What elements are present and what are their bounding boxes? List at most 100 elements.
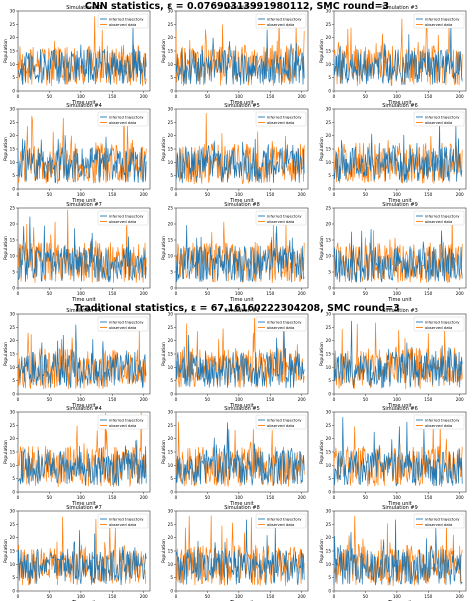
legend-box <box>255 513 307 529</box>
y-tick-label: 25 <box>326 120 332 125</box>
y-tick-label: 15 <box>10 147 16 152</box>
subplot-title: Simulation #5 <box>224 406 260 412</box>
legend-entry: observed data <box>109 219 136 224</box>
legend-entry: observed data <box>267 22 294 27</box>
x-tick-label: 150 <box>424 192 432 197</box>
legend-box <box>413 316 465 332</box>
x-tick-label: 200 <box>140 94 148 99</box>
subplot-title: Simulation #4 <box>66 103 102 109</box>
x-tick-label: 0 <box>333 397 336 402</box>
observed-series-line <box>333 136 463 184</box>
section-title: Traditional statistics, ε = 67.161602223… <box>74 303 400 314</box>
x-tick-label: 200 <box>456 94 464 99</box>
y-tick-label: 15 <box>10 549 16 554</box>
y-tick-label: 0 <box>170 392 173 397</box>
subplot-title: Simulation #2 <box>224 308 260 314</box>
x-tick-label: 100 <box>393 192 401 197</box>
legend-entry: inferred trajectory <box>109 16 144 21</box>
x-tick-label: 200 <box>298 594 306 599</box>
y-tick-label: 15 <box>168 450 174 455</box>
y-tick-label: 5 <box>328 378 331 383</box>
y-tick-label: 5 <box>12 575 15 580</box>
legend-entry: observed data <box>109 522 136 527</box>
y-tick-label: 30 <box>168 9 174 14</box>
x-tick-label: 100 <box>393 397 401 402</box>
y-axis-label: Population <box>161 342 167 366</box>
y-tick-label: 15 <box>10 49 16 54</box>
subplot: Simulation #2 0 50 100 150 200 0 5 10 15 20 25 30 Tim… <box>161 308 309 409</box>
x-tick-label: 0 <box>17 192 20 197</box>
legend-entry: observed data <box>109 325 136 330</box>
y-tick-label: 15 <box>10 450 16 455</box>
y-tick-label: 20 <box>168 338 174 343</box>
y-tick-label: 20 <box>168 535 174 540</box>
y-tick-label: 0 <box>12 187 15 192</box>
inferred-series-line <box>17 439 147 487</box>
x-tick-label: 50 <box>363 291 369 296</box>
subplot-title: Simulation #5 <box>224 103 260 109</box>
subplot-title: Simulation #1 <box>66 5 102 11</box>
inferred-series-line <box>175 331 305 389</box>
y-tick-label: 30 <box>326 312 332 317</box>
x-tick-label: 150 <box>108 495 116 500</box>
x-tick-label: 0 <box>175 594 178 599</box>
x-tick-label: 150 <box>108 192 116 197</box>
y-tick-label: 30 <box>168 107 174 112</box>
x-axis-label: Time unit <box>229 198 254 204</box>
x-tick-label: 150 <box>424 94 432 99</box>
legend-box <box>97 13 149 29</box>
y-tick-label: 20 <box>326 222 332 227</box>
x-tick-label: 150 <box>266 397 274 402</box>
y-tick-label: 15 <box>326 549 332 554</box>
subplot-title: Simulation #4 <box>66 406 102 412</box>
y-tick-label: 0 <box>328 490 331 495</box>
x-tick-label: 100 <box>77 495 85 500</box>
x-tick-label: 150 <box>424 495 432 500</box>
y-tick-label: 5 <box>170 378 173 383</box>
x-axis-label: Time unit <box>387 501 412 507</box>
y-tick-label: 0 <box>328 89 331 94</box>
y-tick-label: 30 <box>10 312 16 317</box>
x-tick-label: 50 <box>205 291 211 296</box>
y-axis-label: Population <box>319 539 325 563</box>
y-axis-label: Population <box>161 236 167 260</box>
inferred-series-line <box>175 225 305 283</box>
legend-entry: inferred trajectory <box>267 319 302 324</box>
x-tick-label: 150 <box>266 594 274 599</box>
legend-box <box>255 111 307 127</box>
observed-series-line <box>17 330 147 390</box>
y-tick-label: 0 <box>12 392 15 397</box>
legend-entry: observed data <box>425 22 452 27</box>
y-tick-label: 15 <box>168 549 174 554</box>
y-tick-label: 15 <box>10 238 16 243</box>
legend-entry: observed data <box>267 120 294 125</box>
observed-series-line <box>17 412 147 488</box>
x-tick-label: 200 <box>140 192 148 197</box>
y-axis-label: Population <box>161 539 167 563</box>
y-tick-label: 5 <box>170 476 173 481</box>
x-tick-label: 50 <box>363 94 369 99</box>
x-tick-label: 0 <box>175 94 178 99</box>
subplot: Simulation #8050100150200051015202530Tim… <box>161 505 309 601</box>
y-tick-label: 25 <box>326 522 332 527</box>
y-tick-label: 25 <box>10 522 16 527</box>
y-tick-label: 25 <box>326 206 332 211</box>
subplot-title: Simulation #7 <box>66 505 102 511</box>
subplot: Simulation #3 0 50 100 150 200 0 5 10 15 20 25 30 Tim… <box>319 5 467 106</box>
subplot: Simulation #2 0 50 100 150 200 0 5 10 15 20 25 30 Tim… <box>161 5 309 106</box>
y-tick-label: 15 <box>326 450 332 455</box>
y-tick-label: 0 <box>170 286 173 291</box>
y-tick-label: 20 <box>10 35 16 40</box>
x-tick-label: 100 <box>77 192 85 197</box>
x-tick-label: 150 <box>266 495 274 500</box>
x-tick-label: 100 <box>235 291 243 296</box>
y-tick-label: 10 <box>10 62 16 67</box>
y-tick-label: 20 <box>10 133 16 138</box>
legend-entry: inferred trajectory <box>425 114 460 119</box>
y-tick-label: 20 <box>10 222 16 227</box>
y-tick-label: 5 <box>12 173 15 178</box>
x-tick-label: 100 <box>77 594 85 599</box>
x-tick-label: 50 <box>363 594 369 599</box>
y-axis-label: Population <box>161 137 167 161</box>
